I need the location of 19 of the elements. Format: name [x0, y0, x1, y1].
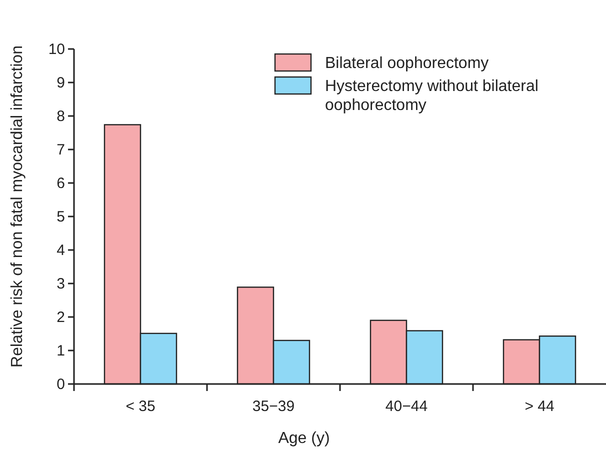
legend-label: Bilateral oophorectomy — [325, 55, 489, 72]
y-tick-label: 7 — [56, 141, 65, 158]
y-axis-title: Relative risk of non fatal myocardial infarction — [9, 46, 26, 368]
y-tick-label: 8 — [56, 108, 65, 125]
y-tick-label: 1 — [56, 342, 65, 360]
y-tick-label: 6 — [56, 174, 65, 192]
x-tick-label: > 44 — [524, 398, 554, 415]
y-tick-label: 3 — [56, 275, 65, 292]
x-tick-label: < 35 — [126, 398, 156, 415]
legend-label: Hysterectomy without bilateral oophorectomy — [325, 78, 538, 114]
y-tick-label: 4 — [56, 242, 65, 259]
y-tick-label: 0 — [56, 376, 65, 393]
y-tick-label: 10 — [48, 40, 65, 58]
y-tick-label: 9 — [56, 74, 65, 92]
x-tick-label: 35−39 — [252, 398, 295, 415]
x-tick-label: 40−44 — [385, 398, 428, 415]
y-tick-label: 2 — [56, 308, 65, 326]
y-tick-label: 5 — [56, 208, 65, 226]
x-axis-title: Age (y) — [278, 430, 330, 447]
